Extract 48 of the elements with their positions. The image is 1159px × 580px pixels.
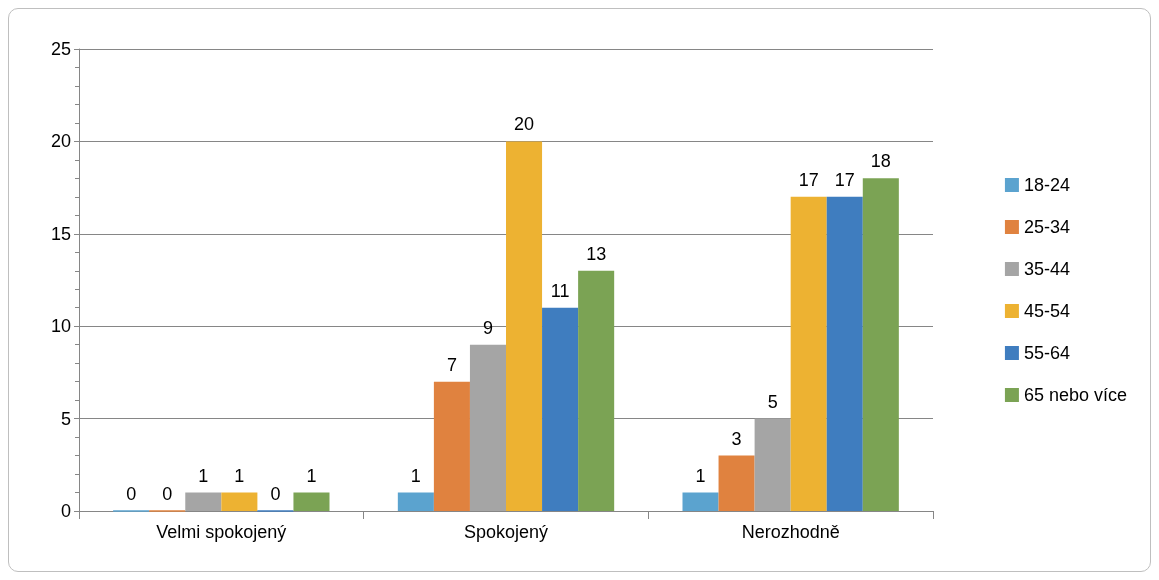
y-tick-label: 10 [50,316,71,337]
bar [221,492,258,511]
legend-label: 25-34 [1023,217,1070,237]
legend-label: 65 nebo více [1023,385,1127,405]
bar [397,492,434,511]
data-label: 0 [126,483,137,504]
data-label: 1 [410,465,421,486]
bar [542,307,579,511]
bar [790,196,827,511]
data-label: 9 [482,317,493,338]
data-label: 1 [234,465,245,486]
y-tick-label: 0 [60,501,71,521]
bar [469,344,506,511]
bar [506,141,543,511]
data-label: 0 [162,483,173,504]
data-label: 20 [514,114,535,135]
data-label: 17 [798,169,819,190]
bar [578,270,615,511]
y-tick-label: 20 [50,131,71,152]
legend-label: 55-64 [1023,343,1070,363]
data-label: 17 [834,169,855,190]
legend-label: 18-24 [1023,175,1070,195]
data-label: 7 [446,354,457,375]
bar [754,418,791,511]
legend-label: 35-44 [1023,259,1070,279]
x-tick-label: Spokojený [463,522,549,542]
data-label: 5 [767,391,778,412]
y-tick-label: 15 [50,223,71,244]
data-label: 0 [270,483,281,504]
y-tick-label: 5 [60,408,71,429]
bar [185,492,222,511]
bar [718,455,755,511]
y-tick-label: 25 [50,39,71,59]
bar [433,381,470,511]
data-label: 1 [198,465,209,486]
bar [293,492,330,511]
data-label: 1 [306,465,317,486]
bar [862,178,899,511]
data-label: 13 [586,243,607,264]
data-label: 18 [870,151,891,172]
data-label: 1 [695,465,706,486]
legend-label: 45-54 [1023,301,1070,321]
x-tick-label: Nerozhodně [741,522,840,542]
bar [682,492,719,511]
bar [826,196,863,511]
data-label: 11 [550,280,570,301]
x-tick-label: Velmi spokojený [156,522,287,542]
data-label: 3 [731,428,742,449]
